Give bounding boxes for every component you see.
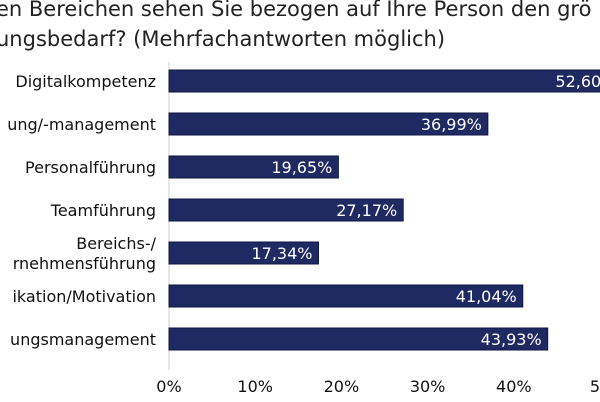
value-label-3: 19,65%: [271, 158, 332, 177]
category-label-3: Personalführung: [25, 158, 156, 177]
bar-2: [168, 112, 489, 136]
x-tick-label-4: 30%: [410, 377, 446, 396]
value-label-7: 43,93%: [481, 330, 542, 349]
value-label-2: 36,99%: [421, 115, 482, 134]
category-label-1: Digitalkompetenz: [15, 72, 156, 91]
category-label-7: ungsmanagement: [10, 330, 156, 349]
x-tick-label-3: 20%: [324, 377, 360, 396]
category-label-5-line-1: Bereichs-/: [76, 234, 156, 253]
bar-6: [168, 284, 524, 308]
bar-3: [168, 155, 339, 179]
category-label-6: ikation/Motivation: [12, 287, 156, 306]
chart-title-line-2: ungsbedarf? (Mehrfachantworten möglich): [0, 27, 446, 51]
chart-title-line-1: en Bereichen sehen Sie bezogen auf Ihre …: [0, 0, 592, 21]
value-label-6: 41,04%: [456, 287, 517, 306]
x-tick-label-1: 0%: [156, 377, 181, 396]
chart-title: en Bereichen sehen Sie bezogen auf Ihre …: [0, 0, 600, 54]
category-label-4: Teamführung: [50, 201, 156, 220]
bar-7: [168, 327, 549, 351]
bar-5: [168, 241, 319, 265]
value-label-1: 52,60%: [555, 72, 600, 91]
x-tick-label-5: 40%: [496, 377, 532, 396]
x-tick-label-2: 10%: [237, 377, 273, 396]
bar-1: [168, 69, 600, 93]
value-label-4: 27,17%: [336, 201, 397, 220]
value-label-5: 17,34%: [251, 244, 312, 263]
category-label-5-line-2: rnehmensführung: [13, 254, 156, 273]
x-tick-label-6: 50: [590, 377, 600, 396]
bar-4: [168, 198, 404, 222]
category-label-2: ung/-management: [7, 115, 156, 134]
